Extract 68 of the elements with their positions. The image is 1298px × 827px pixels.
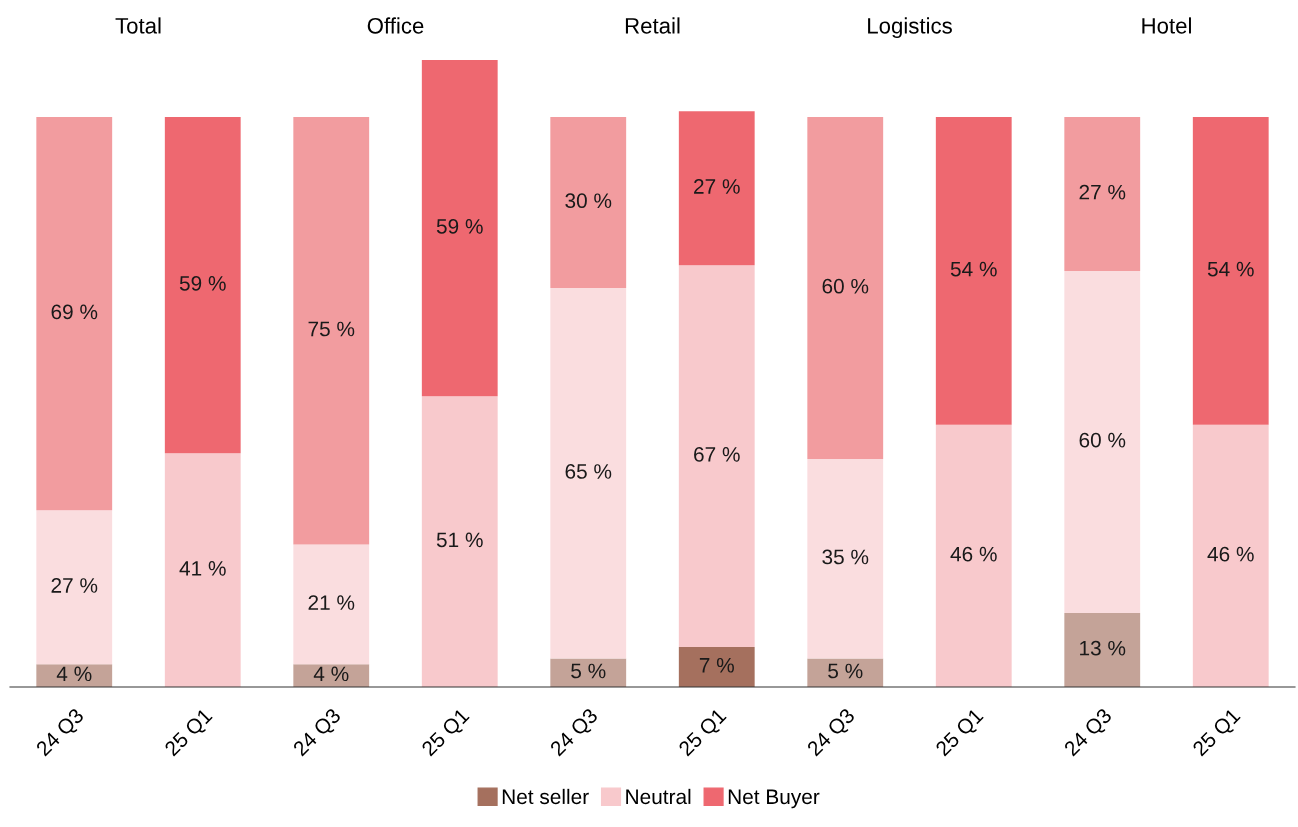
data-label: 46 %	[950, 546, 997, 562]
bar	[807, 459, 884, 659]
bar	[678, 647, 755, 687]
bar	[164, 117, 241, 454]
bar	[935, 117, 1012, 425]
bar	[1064, 117, 1141, 271]
data-label: 59 %	[179, 275, 226, 291]
bar	[550, 288, 627, 659]
text: Office	[367, 17, 424, 34]
data-label: 75 %	[308, 321, 355, 337]
data-label: 67 %	[694, 446, 740, 462]
data-label: 30 %	[565, 193, 612, 209]
data-label: 21 %	[308, 595, 355, 610]
data-label: 69 %	[51, 304, 98, 320]
bar	[1192, 424, 1269, 687]
x-tick-label: 24 Q3	[292, 707, 345, 760]
x-tick-label: 25 Q1	[677, 707, 730, 760]
x-tick-label: 25 Q1	[163, 707, 216, 760]
x-tick-label: 24 Q3	[1063, 707, 1116, 760]
bar	[293, 544, 370, 665]
text: Hotel	[1142, 17, 1191, 34]
data-label: 51 %	[436, 532, 483, 548]
x-tick-label: 24 Q3	[806, 707, 859, 760]
x-tick-label: 25 Q1	[934, 707, 987, 760]
x-tick-label: 24 Q3	[35, 707, 88, 760]
x-tick-label: 25 Q1	[420, 707, 473, 760]
data-label: 35 %	[822, 549, 869, 565]
bar	[36, 510, 113, 665]
data-label: 7 %	[699, 657, 734, 673]
bar	[164, 453, 241, 687]
data-label: 54 %	[950, 261, 997, 277]
bar	[678, 265, 755, 648]
bar	[807, 117, 884, 459]
data-label: 27 %	[51, 578, 98, 593]
bar	[421, 396, 498, 687]
data-label: 46 %	[1207, 546, 1254, 562]
bar	[550, 658, 627, 687]
data-label: 27 %	[1079, 184, 1126, 200]
data-label: 59 %	[436, 218, 483, 234]
data-label: 13 %	[1080, 640, 1126, 656]
bar	[678, 111, 755, 266]
data-label: 4 %	[56, 666, 92, 682]
bar	[421, 60, 498, 397]
text: Total	[115, 17, 161, 34]
text: Retail	[625, 17, 680, 34]
bar	[293, 117, 370, 545]
bar	[1064, 612, 1141, 687]
bar	[935, 424, 1012, 687]
data-label: 5 %	[828, 663, 863, 679]
legend-label: Neutral	[626, 788, 691, 805]
data-label: 4 %	[313, 666, 349, 682]
data-label: 5 %	[571, 663, 606, 679]
bar	[36, 117, 113, 511]
data-label: 65 %	[565, 464, 612, 479]
x-tick-label: 25 Q1	[1191, 707, 1244, 760]
text: Logistics	[868, 17, 952, 39]
data-label: 41 %	[179, 561, 226, 576]
legend-label: Net Buyer	[728, 789, 820, 809]
bar	[807, 658, 884, 687]
bar	[1192, 117, 1269, 425]
bar	[1064, 270, 1141, 613]
bar	[550, 117, 627, 288]
x-tick-label: 24 Q3	[549, 707, 602, 760]
data-label: 54 %	[1207, 261, 1254, 277]
data-label: 27 %	[694, 179, 740, 194]
legend-label: Net seller	[502, 788, 589, 805]
data-label: 60 %	[1079, 432, 1126, 448]
data-label: 60 %	[822, 278, 869, 294]
